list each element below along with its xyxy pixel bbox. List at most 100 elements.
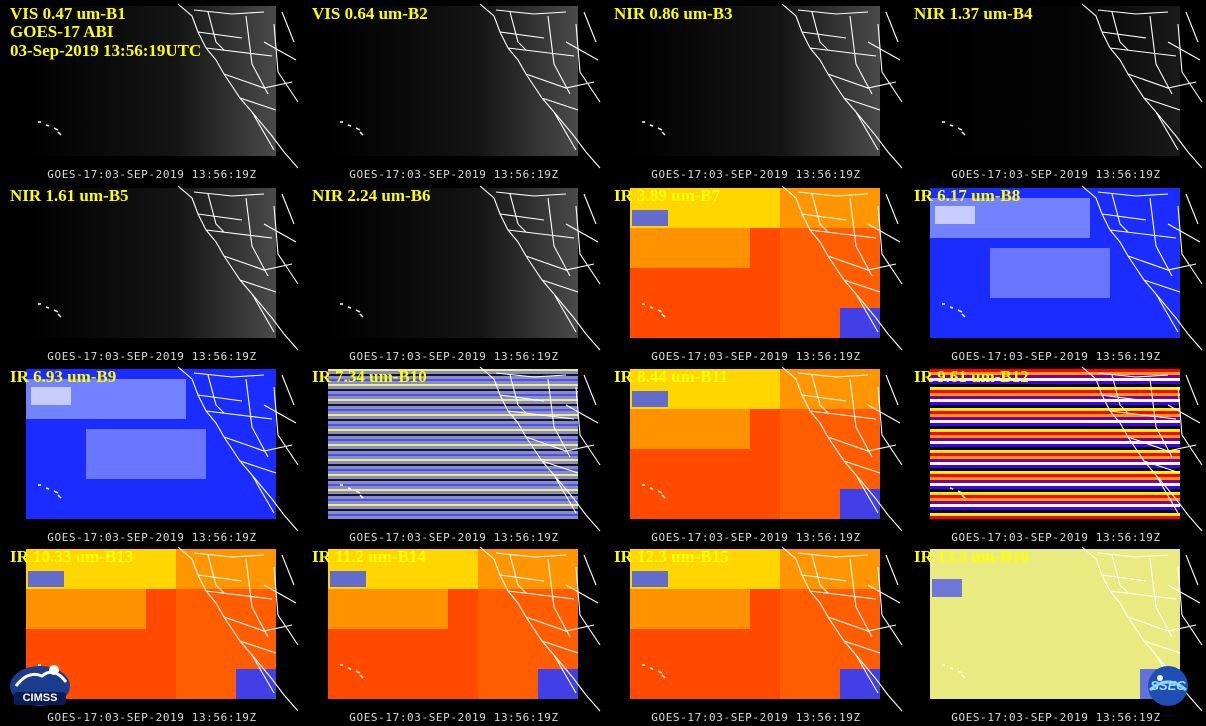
satellite-image bbox=[930, 546, 1203, 712]
timestamp-caption: GOES-17:03-SEP-2019 13:56:19Z bbox=[47, 350, 257, 363]
coastline-overlay bbox=[177, 185, 299, 351]
satellite-image bbox=[328, 546, 601, 712]
band-panel-b15: IR 12.3 um-B15 GOES-17:03-SEP-2019 13:56:… bbox=[606, 545, 906, 725]
hawaii-outline bbox=[942, 121, 966, 136]
timestamp-caption: GOES-17:03-SEP-2019 13:56:19Z bbox=[349, 168, 559, 181]
cimss-logo: CIMSS bbox=[8, 656, 72, 708]
band-label: IR 10.33 um-B13 bbox=[10, 547, 134, 566]
timestamp-caption: GOES-17:03-SEP-2019 13:56:19Z bbox=[951, 350, 1161, 363]
satellite-image bbox=[930, 3, 1203, 169]
band-label: IR 6.17 um-B8 bbox=[914, 186, 1021, 205]
band-panel-b11: IR 8.44 um-B11 GOES-17:03-SEP-2019 13:56:… bbox=[606, 365, 906, 545]
hawaii-outline bbox=[642, 121, 666, 136]
timestamp-caption: GOES-17:03-SEP-2019 13:56:19Z bbox=[47, 168, 257, 181]
satellite-image bbox=[328, 185, 601, 351]
coastline-overlay bbox=[177, 546, 299, 712]
band-panel-b5: NIR 1.61 um-B5 GOES-17:03-SEP-2019 13:56:… bbox=[2, 184, 302, 364]
hawaii-outline bbox=[942, 484, 966, 499]
band-label: IR 8.44 um-B11 bbox=[614, 367, 728, 386]
satellite-image bbox=[328, 366, 601, 532]
satellite-image bbox=[26, 185, 299, 351]
satellite-image bbox=[26, 366, 299, 532]
band-label: NIR 2.24 um-B6 bbox=[312, 186, 431, 205]
satellite-image bbox=[930, 185, 1203, 351]
band-panel-b2: VIS 0.64 um-B2 GOES-17:03-SEP-2019 13:56:… bbox=[304, 2, 604, 182]
satellite-name: GOES-17 ABI bbox=[10, 22, 114, 41]
hawaii-outline bbox=[340, 121, 364, 136]
timestamp-caption: GOES-17:03-SEP-2019 13:56:19Z bbox=[47, 531, 257, 544]
hawaii-outline bbox=[38, 121, 62, 136]
coastline-overlay bbox=[781, 366, 903, 532]
hawaii-outline bbox=[942, 664, 966, 679]
band-panel-b1: VIS 0.47 um-B1 GOES-17:03-SEP-2019 13:56:… bbox=[2, 2, 302, 182]
band-label: IR 3.89 um-B7 bbox=[614, 186, 721, 205]
timestamp-caption: GOES-17:03-SEP-2019 13:56:19Z bbox=[651, 350, 861, 363]
band-label: VIS 0.64 um-B2 bbox=[312, 4, 428, 23]
band-label: NIR 1.61 um-B5 bbox=[10, 186, 129, 205]
band-panel-b13: IR 10.33 um-B13 GOES-17:03-SEP-2019 13:56… bbox=[2, 545, 302, 725]
satellite-image bbox=[630, 546, 903, 712]
coastline-overlay bbox=[781, 546, 903, 712]
timestamp-caption: GOES-17:03-SEP-2019 13:56:19Z bbox=[651, 168, 861, 181]
band-label: IR 6.93 um-B9 bbox=[10, 367, 117, 386]
band-label: IR 12.3 um-B15 bbox=[614, 547, 729, 566]
satellite-image bbox=[26, 546, 299, 712]
hawaii-outline bbox=[340, 664, 364, 679]
band-panel-b12: IR 9.61 um-B12 GOES-17:03-SEP-2019 13:56:… bbox=[906, 365, 1206, 545]
coastline-overlay bbox=[479, 546, 601, 712]
band-label: NIR 0.86 um-B3 bbox=[614, 4, 733, 23]
hawaii-outline bbox=[38, 484, 62, 499]
coastline-overlay bbox=[479, 3, 601, 169]
ssec-logo: SSEC bbox=[1142, 664, 1194, 708]
band-panel-b7: IR 3.89 um-B7 GOES-17:03-SEP-2019 13:56:1… bbox=[606, 184, 906, 364]
hawaii-outline bbox=[340, 303, 364, 318]
timestamp-caption: GOES-17:03-SEP-2019 13:56:19Z bbox=[349, 531, 559, 544]
band-panel-b16: IR 13.3 um-B16 GOES-17:03-SEP-2019 13:56:… bbox=[906, 545, 1206, 725]
band-label: VIS 0.47 um-B1 bbox=[10, 4, 126, 23]
band-panel-b10: IR 7.34 um-B10 GOES-17:03-SEP-2019 13:56:… bbox=[304, 365, 604, 545]
band-label: IR 9.61 um-B12 bbox=[914, 367, 1029, 386]
satellite-image bbox=[630, 185, 903, 351]
hawaii-outline bbox=[942, 303, 966, 318]
satellite-image bbox=[328, 3, 601, 169]
timestamp-caption: GOES-17:03-SEP-2019 13:56:19Z bbox=[349, 711, 559, 724]
hawaii-outline bbox=[642, 303, 666, 318]
coastline-overlay bbox=[1081, 366, 1203, 532]
coastline-overlay bbox=[177, 3, 299, 169]
timestamp-caption: GOES-17:03-SEP-2019 13:56:19Z bbox=[951, 168, 1161, 181]
hawaii-outline bbox=[642, 664, 666, 679]
band-label: IR 11.2 um-B14 bbox=[312, 547, 426, 566]
band-panel-b3: NIR 0.86 um-B3 GOES-17:03-SEP-2019 13:56:… bbox=[606, 2, 906, 182]
timestamp-caption: GOES-17:03-SEP-2019 13:56:19Z bbox=[951, 711, 1161, 724]
coastline-overlay bbox=[479, 185, 601, 351]
coastline-overlay bbox=[177, 366, 299, 532]
band-label: IR 7.34 um-B10 bbox=[312, 367, 427, 386]
band-panel-b9: IR 6.93 um-B9 GOES-17:03-SEP-2019 13:56:1… bbox=[2, 365, 302, 545]
band-label: NIR 1.37 um-B4 bbox=[914, 4, 1033, 23]
satellite-image bbox=[630, 366, 903, 532]
coastline-overlay bbox=[781, 185, 903, 351]
timestamp-caption: GOES-17:03-SEP-2019 13:56:19Z bbox=[651, 711, 861, 724]
satellite-image bbox=[26, 3, 299, 169]
ssec-logo-text: SSEC bbox=[1150, 678, 1186, 693]
hawaii-outline bbox=[340, 484, 364, 499]
band-panel-b4: NIR 1.37 um-B4 GOES-17:03-SEP-2019 13:56:… bbox=[906, 2, 1206, 182]
timestamp-caption: GOES-17:03-SEP-2019 13:56:19Z bbox=[651, 531, 861, 544]
coastline-overlay bbox=[1081, 3, 1203, 169]
band-panel-b8: IR 6.17 um-B8 GOES-17:03-SEP-2019 13:56:1… bbox=[906, 184, 1206, 364]
hawaii-outline bbox=[38, 303, 62, 318]
timestamp-caption: GOES-17:03-SEP-2019 13:56:19Z bbox=[951, 531, 1161, 544]
band-panel-b14: IR 11.2 um-B14 GOES-17:03-SEP-2019 13:56:… bbox=[304, 545, 604, 725]
scan-datetime: 03-Sep-2019 13:56:19UTC bbox=[10, 41, 202, 60]
cimss-logo-text: CIMSS bbox=[22, 692, 58, 704]
satellite-image bbox=[930, 366, 1203, 532]
band-panel-b6: NIR 2.24 um-B6 GOES-17:03-SEP-2019 13:56:… bbox=[304, 184, 604, 364]
hawaii-outline bbox=[642, 484, 666, 499]
band-label: IR 13.3 um-B16 bbox=[914, 547, 1029, 566]
coastline-overlay bbox=[781, 3, 903, 169]
coastline-overlay bbox=[479, 366, 601, 532]
timestamp-caption: GOES-17:03-SEP-2019 13:56:19Z bbox=[349, 350, 559, 363]
coastline-overlay bbox=[1081, 185, 1203, 351]
timestamp-caption: GOES-17:03-SEP-2019 13:56:19Z bbox=[47, 711, 257, 724]
